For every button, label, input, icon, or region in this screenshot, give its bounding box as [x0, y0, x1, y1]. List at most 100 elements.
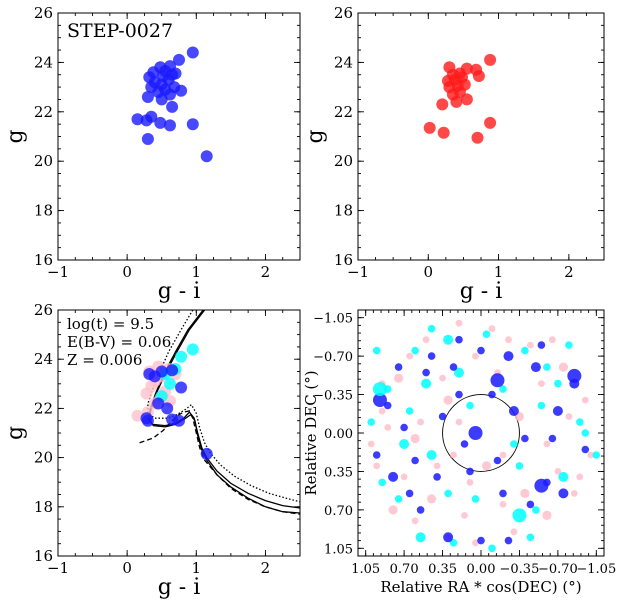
x-tick-label: −0.70	[538, 562, 578, 577]
members-point	[460, 440, 469, 448]
members-point	[154, 61, 167, 74]
field-point	[384, 424, 392, 431]
field-point	[542, 510, 552, 520]
y-tick-label: 24	[34, 53, 53, 71]
y-tick-label: 24	[334, 53, 353, 71]
members-point	[186, 118, 199, 131]
cyan-point	[394, 495, 403, 503]
field-point	[538, 380, 545, 387]
y-axis-label: g	[303, 129, 328, 143]
field-point	[433, 462, 441, 470]
members-point	[548, 434, 557, 443]
cyan-point	[426, 450, 437, 460]
field-point	[472, 352, 479, 360]
cyan-point	[449, 539, 458, 547]
members-point	[141, 133, 154, 145]
field-point	[394, 373, 404, 383]
field-point	[367, 440, 375, 448]
field-point	[410, 433, 420, 444]
field-point	[558, 362, 569, 372]
y-tick-label: 20	[34, 152, 53, 170]
panel-top-right: −1 0 1 2 16 18 20 22 24 26 g - i g	[303, 4, 605, 304]
x-tick-label: 1	[192, 263, 202, 281]
x-tick-label: −1	[347, 263, 369, 281]
y-tick-label: 0.70	[324, 504, 353, 519]
isochrone-line	[148, 310, 300, 514]
ticks	[57, 309, 301, 557]
y-tick-label: −1.05	[313, 312, 353, 327]
cyan-point	[164, 377, 176, 390]
field-point	[481, 461, 492, 471]
y-tick-label: 18	[34, 202, 53, 220]
members-point	[400, 423, 408, 432]
plot-area	[367, 319, 601, 553]
field-point	[423, 121, 436, 134]
x-tick-label: 2	[261, 263, 271, 281]
members-point	[154, 116, 167, 129]
members-point	[372, 451, 381, 459]
y-tick-label: 26	[34, 301, 53, 319]
members-point	[499, 489, 507, 498]
cyan-point	[186, 343, 199, 356]
panel-bottom-right: 1.05 0.70 0.35 0.00 −0.35−0.70−1.051.050.700…	[302, 309, 616, 596]
x-tick-label: 0.70	[390, 562, 419, 577]
field-point	[581, 396, 589, 404]
cyan-point	[558, 471, 569, 482]
y-tick-label: 22	[34, 103, 53, 121]
x-tick-label: 0.35	[428, 562, 457, 577]
field-point	[417, 418, 424, 426]
members-point	[503, 351, 514, 362]
field-point	[471, 131, 484, 144]
cyan-point	[466, 401, 474, 410]
members-point	[433, 473, 441, 481]
y-tick-label: 16	[334, 251, 353, 269]
members-point	[152, 397, 165, 410]
field-point	[520, 488, 530, 498]
cyan-point	[175, 350, 188, 363]
members-point	[530, 362, 541, 373]
field-point	[499, 501, 507, 508]
field-point	[455, 418, 463, 426]
members-point	[200, 447, 213, 460]
members-point	[405, 489, 414, 498]
y-tick-label: 20	[334, 152, 353, 170]
field-point	[527, 341, 534, 349]
cyan-point	[554, 379, 562, 388]
field-point	[565, 413, 573, 420]
field-point	[455, 319, 463, 327]
y-tick-label: 18	[334, 202, 353, 220]
members-point	[477, 346, 485, 355]
cyan-point	[421, 378, 432, 389]
annotation-text: E(B-V) = 0.06	[67, 333, 171, 351]
members-point	[466, 467, 474, 476]
members-point	[488, 390, 496, 399]
field-point	[131, 409, 144, 422]
members-point	[552, 406, 563, 416]
cyan-point	[510, 440, 518, 448]
y-tick-label: 26	[334, 4, 353, 22]
ticks	[357, 12, 605, 261]
cyan-point	[443, 334, 454, 345]
x-tick-label: 0.00	[467, 562, 496, 577]
plot-area	[131, 46, 213, 163]
panel-top-left: −1 0 1 2 16 18 20 22 24 26 g - i g STEP-0027	[3, 4, 301, 304]
field-point	[470, 63, 483, 76]
x-tick-label: 1	[494, 263, 504, 281]
field-point	[406, 352, 413, 360]
cyan-point	[471, 495, 480, 503]
cyan-point	[499, 385, 507, 393]
cyan-point	[399, 439, 410, 449]
field-point	[443, 61, 456, 74]
members-point	[388, 471, 399, 482]
x-axis-label: Relative RA * cos(DEC) (°)	[380, 578, 581, 596]
plot-area	[423, 53, 497, 144]
cyan-point	[454, 367, 464, 378]
y-axis-label: g	[3, 426, 28, 440]
field-point	[488, 325, 496, 333]
members-point	[504, 536, 513, 545]
field-point	[427, 494, 437, 504]
cyan-point	[427, 324, 436, 333]
cyan-point	[378, 478, 387, 487]
field-point	[378, 407, 386, 415]
